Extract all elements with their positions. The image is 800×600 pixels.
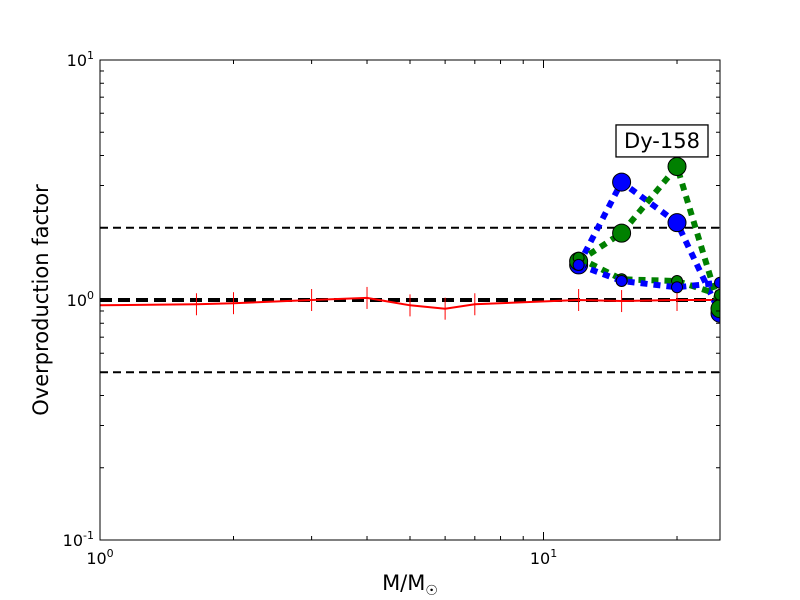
- series-4-point-3: [714, 276, 720, 289]
- y-tick-label-1: 100: [67, 289, 94, 310]
- ticks: [99, 59, 720, 541]
- y-tick-label-2: 101: [67, 49, 94, 70]
- series-4: [572, 258, 720, 294]
- y-axis-title: Overproduction factor: [29, 184, 53, 416]
- series-2-point-1: [612, 223, 632, 243]
- annotation-box: [615, 124, 709, 158]
- x-axis-title-subscript: ☉: [425, 583, 438, 599]
- x-axis-title: M/M☉: [382, 571, 438, 599]
- series-1-line: [575, 177, 720, 315]
- series-4-line: [577, 262, 720, 291]
- x-tick-label-0: 100: [86, 547, 113, 568]
- y-tick-label-0: 10-1: [63, 529, 94, 550]
- series-3-point-3: [714, 288, 720, 301]
- series-layer: [100, 156, 720, 323]
- series-4-point-0: [572, 258, 585, 271]
- series-0-line: [100, 296, 720, 310]
- series-4-point-1: [615, 274, 628, 287]
- series-2-line: [576, 160, 720, 310]
- series-2-point-3: [710, 299, 720, 319]
- annotation-label: Dy-158: [624, 129, 700, 153]
- series-4-point-2: [671, 281, 684, 294]
- series-1-point-1: [612, 172, 632, 192]
- series-1-point-2: [667, 213, 687, 233]
- x-tick-label-1: 101: [530, 547, 557, 568]
- annotation: Dy-158: [615, 124, 709, 158]
- series-2-point-2: [667, 156, 687, 176]
